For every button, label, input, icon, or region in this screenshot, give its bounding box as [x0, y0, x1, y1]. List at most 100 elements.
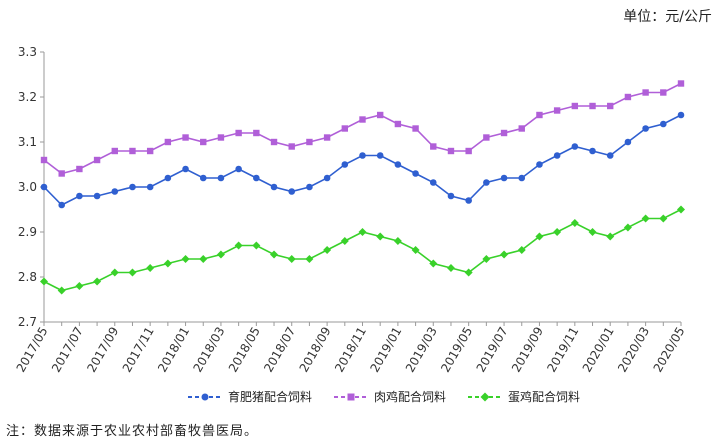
legend-item-pig-feed: 育肥猪配合饲料 [188, 388, 312, 405]
data-point [483, 134, 490, 141]
data-point [570, 219, 579, 227]
data-point [465, 147, 472, 155]
data-point [500, 250, 509, 259]
line-chart: 3.33.23.13.02.92.82.72017/052017/072017/… [14, 45, 688, 375]
y-tick-label: 3.2 [18, 90, 37, 104]
data-point [606, 232, 615, 241]
data-point [235, 129, 242, 137]
data-point [182, 165, 189, 173]
data-point [288, 188, 296, 195]
data-point [553, 152, 561, 159]
data-point [200, 138, 207, 146]
data-point [588, 228, 597, 236]
data-point [146, 147, 154, 155]
data-point [111, 188, 119, 195]
data-point [76, 192, 83, 200]
x-tick-label: 2020/01 [580, 325, 617, 375]
data-point [234, 241, 243, 250]
data-point [518, 125, 525, 132]
data-point [111, 147, 118, 155]
x-tick-label: 2019/11 [544, 325, 581, 375]
data-point [447, 192, 455, 200]
data-point [376, 232, 385, 241]
data-point [146, 183, 154, 191]
data-point [129, 147, 136, 155]
data-point [500, 174, 508, 182]
data-point [253, 174, 260, 182]
data-point [252, 241, 261, 250]
data-point [359, 152, 366, 159]
data-point [306, 138, 313, 146]
data-point [40, 277, 48, 286]
data-point [500, 129, 508, 137]
data-point [535, 232, 544, 241]
x-tick-label: 2020/05 [651, 325, 688, 375]
data-point [359, 116, 366, 123]
y-tick-label: 2.7 [18, 315, 37, 329]
data-point [129, 183, 136, 191]
data-point [253, 129, 260, 137]
legend-item-broiler-feed: 肉鸡配合饲料 [334, 388, 446, 405]
chart-axes: 3.33.23.13.02.92.82.72017/052017/072017/… [14, 45, 688, 375]
data-point [536, 161, 543, 168]
data-point [660, 120, 667, 128]
y-tick-label: 3.1 [18, 135, 37, 149]
data-point [181, 255, 190, 263]
y-tick-label: 2.9 [18, 225, 37, 239]
data-point [571, 102, 579, 110]
data-point [288, 143, 295, 150]
data-point [75, 282, 84, 290]
x-tick-label: 2019/05 [438, 324, 475, 374]
data-point [412, 125, 419, 132]
data-point [182, 134, 189, 141]
data-point [465, 197, 472, 204]
x-tick-label: 2020/03 [615, 325, 652, 375]
data-point [394, 161, 402, 168]
x-tick-label: 2018/05 [226, 325, 263, 375]
chart-legend: 育肥猪配合饲料 肉鸡配合饲料 蛋鸡配合饲料 [188, 388, 580, 405]
data-point [518, 174, 526, 182]
data-point [146, 264, 155, 272]
data-point [323, 246, 332, 254]
data-point [76, 165, 83, 173]
data-point [270, 183, 278, 191]
data-point [305, 255, 314, 263]
data-point [93, 192, 101, 200]
data-point [217, 174, 225, 182]
data-point [287, 255, 296, 263]
y-tick-label: 3.0 [18, 180, 37, 194]
data-point [677, 80, 685, 87]
data-point [536, 111, 543, 119]
data-point [394, 120, 402, 128]
x-tick-label: 2017/11 [120, 325, 157, 375]
series-line [43, 114, 682, 206]
data-point [376, 152, 384, 159]
data-point [306, 183, 313, 191]
data-point [677, 111, 685, 119]
legend-swatch-circle-icon [188, 393, 222, 400]
x-tick-label: 2018/09 [297, 325, 334, 375]
data-point [199, 255, 208, 263]
data-point [464, 268, 473, 277]
data-point [429, 259, 438, 268]
data-point [641, 214, 650, 223]
x-tick-label: 2019/01 [367, 325, 404, 375]
data-point [164, 174, 172, 182]
x-tick-label: 2018/07 [261, 325, 298, 375]
data-point [270, 250, 279, 259]
data-point [642, 89, 649, 96]
data-point [93, 156, 101, 164]
series-line [43, 82, 682, 175]
series-1 [40, 80, 685, 177]
data-point [358, 228, 367, 236]
data-point [482, 255, 491, 263]
data-point [323, 174, 331, 182]
data-point [483, 179, 490, 186]
x-tick-label: 2019/07 [474, 325, 511, 375]
data-point [393, 237, 402, 245]
data-point [110, 268, 119, 277]
data-point [93, 277, 102, 286]
data-point [235, 165, 242, 173]
x-tick-label: 2019/09 [509, 325, 546, 375]
data-point [323, 134, 331, 141]
